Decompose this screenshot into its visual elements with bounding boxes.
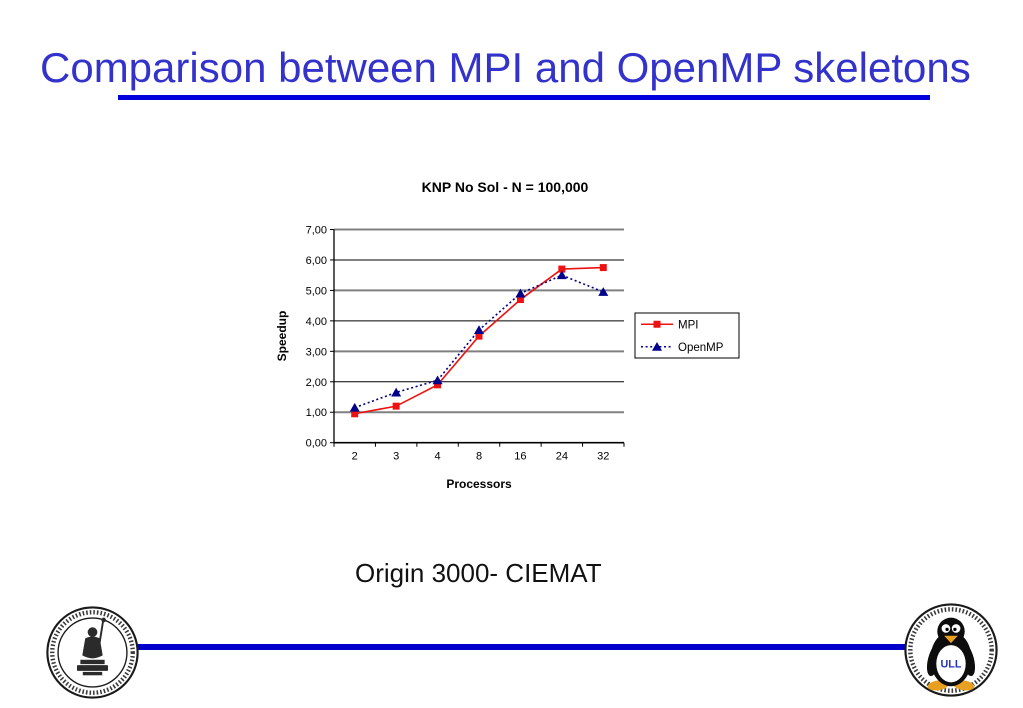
y-tick-label: 3,00	[306, 346, 327, 358]
marker-mpi	[434, 381, 442, 389]
legend-label-openmp: OpenMP	[678, 342, 724, 354]
y-tick-label: 6,00	[306, 255, 327, 267]
marker-openmp	[598, 287, 609, 296]
marker-openmp	[349, 402, 360, 412]
y-tick-label: 4,00	[306, 316, 327, 328]
y-tick-label: 0,00	[306, 438, 327, 450]
legend-marker-openmp	[652, 341, 662, 351]
tux-seal-logo: ULL	[904, 603, 998, 697]
slide-title: Comparison between MPI and OpenMP skelet…	[40, 44, 971, 91]
x-tick-label: 3	[393, 451, 399, 463]
x-tick-label: 8	[476, 451, 482, 463]
x-tick-label: 32	[597, 451, 609, 463]
footer-rule	[128, 644, 926, 650]
marker-openmp	[556, 270, 567, 280]
marker-mpi	[516, 296, 524, 304]
legend-label-mpi: MPI	[678, 319, 698, 331]
marker-mpi	[599, 264, 607, 272]
chart-title: KNP No Sol - N = 100,000	[422, 179, 589, 195]
x-tick-label: 4	[435, 451, 441, 463]
seal-figure	[76, 617, 109, 676]
marker-mpi	[351, 410, 359, 418]
machine-caption: Origin 3000- CIEMAT	[355, 558, 602, 588]
speedup-chart-svg: 0,00 1,00 2,00 3,00 4,00 5,00 6,00 7,00 2 3 4 8 16 24…	[275, 179, 740, 491]
seal-text-ring	[50, 610, 135, 695]
tux-ull-text: ULL	[941, 659, 962, 671]
y-tick-label: 7,00	[306, 225, 327, 237]
university-seal-logo	[46, 606, 139, 699]
marker-mpi	[475, 332, 483, 340]
speedup-chart: 0,00 1,00 2,00 3,00 4,00 5,00 6,00 7,00 2 3 4 8 16 24…	[270, 170, 750, 510]
title-underline	[118, 95, 930, 100]
marker-openmp	[432, 375, 443, 385]
tux-penguin-icon: ULL	[926, 617, 976, 691]
y-axis-title: Speedup	[275, 311, 289, 362]
series-line-openmp	[354, 274, 604, 409]
marker-openmp	[391, 387, 402, 397]
y-tick-label: 2,00	[306, 377, 327, 389]
marker-mpi	[392, 402, 400, 410]
y-tick-label: 5,00	[306, 285, 327, 297]
x-tick-label: 2	[352, 451, 358, 463]
legend-marker-mpi	[653, 320, 661, 328]
x-tick-label: 16	[514, 451, 526, 463]
marker-openmp	[474, 325, 484, 335]
marker-openmp	[515, 288, 526, 298]
marker-mpi	[558, 265, 566, 273]
seal-text-ring	[908, 607, 994, 693]
x-tick-label: 24	[556, 451, 568, 463]
x-axis-title: Processors	[446, 477, 512, 491]
y-tick-label: 1,00	[306, 407, 327, 419]
